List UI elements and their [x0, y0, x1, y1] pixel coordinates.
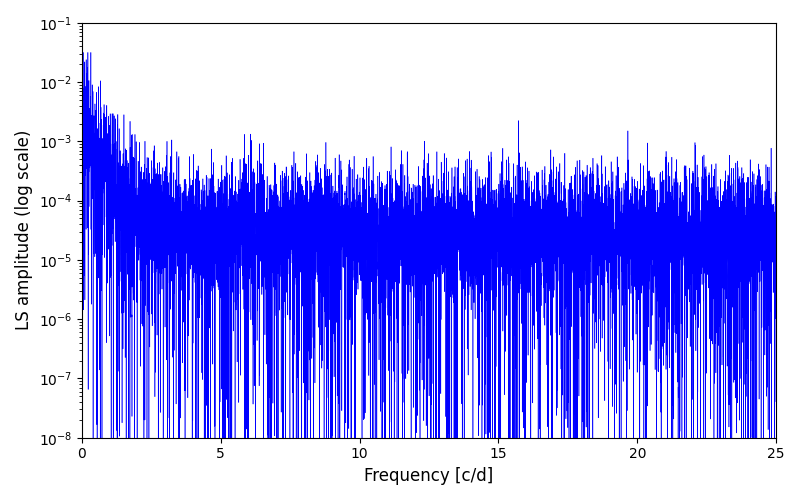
X-axis label: Frequency [c/d]: Frequency [c/d] [364, 467, 494, 485]
Y-axis label: LS amplitude (log scale): LS amplitude (log scale) [15, 130, 33, 330]
